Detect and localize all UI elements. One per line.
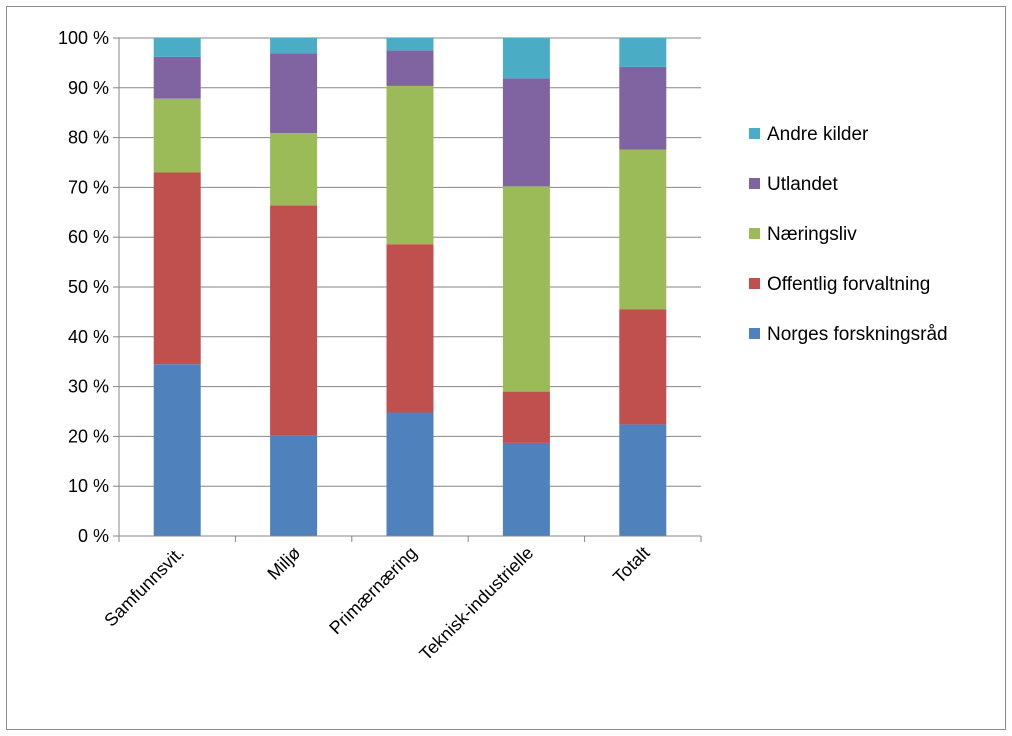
y-tick-label: 10 % [68,476,109,496]
x-tick-label: Samfunnsvit. [100,543,188,631]
legend-swatch [749,128,760,139]
bar-segment [270,38,318,54]
y-tick-label: 100 % [58,28,109,48]
legend-swatch [749,228,760,239]
x-tick-label: Miljø [263,543,304,584]
bar-segment [386,412,434,536]
legend-swatch [749,278,760,289]
legend-label: Norges forskningsråd [767,324,948,345]
bar-segment [386,38,434,51]
y-tick-label: 90 % [68,78,109,98]
bar-segment [153,172,201,365]
bar-segment [502,78,550,187]
y-tick-label: 70 % [68,177,109,197]
bar-segment [270,53,318,134]
bar-segment [153,56,201,99]
y-tick-label: 30 % [68,377,109,397]
x-tick-label: Primærnæring [325,543,420,638]
stacked-bar-chart: 0 % 10 % 20 % 30 % 40 % 50 % 60 % 70 % 80 % 90 % 1… [58,28,948,665]
bar-segment [386,244,434,413]
bar-segment [619,38,667,67]
x-tick-label: Totalt [609,543,654,588]
bar-segment [153,364,201,536]
bar-segment [619,309,667,425]
bar-segment [153,98,201,173]
bar-segment [270,133,318,206]
bar-segment [270,205,318,436]
bar-segment [502,186,550,392]
legend-label: Offentlig forvaltning [767,274,930,295]
legend-swatch [749,328,760,339]
axes [113,37,702,542]
bar-segment [502,442,550,536]
bar-segment [619,149,667,310]
y-tick-labels: 0 % 10 % 20 % 30 % 40 % 50 % 60 % 70 % 80 % 90 % 1… [58,28,109,546]
bar-segment [386,85,434,245]
bar-segment [502,38,550,79]
legend-label: Næringsliv [767,224,857,245]
y-tick-label: 40 % [68,327,109,347]
y-tick-label: 80 % [68,128,109,148]
legend-label: Utlandet [767,174,838,195]
bar-segment [153,38,201,57]
legend-label: Andre kilder [767,124,869,145]
x-tick-label: Teknisk-industrielle [416,543,538,665]
bar-segment [270,435,318,536]
y-tick-label: 50 % [68,277,109,297]
y-tick-label: 20 % [68,426,109,446]
chart-frame: 0 % 10 % 20 % 30 % 40 % 50 % 60 % 70 % 80 % 90 % 1… [6,6,1006,730]
bar-segment [619,66,667,150]
x-tick-labels: Samfunnsvit. Miljø PrimærnæringTeknisk-ind… [100,543,653,665]
y-tick-label: 60 % [68,227,109,247]
legend: Andre kilder Utlandet Næringsliv Offentlig … [749,124,948,345]
legend-swatch [749,178,760,189]
y-tick-label: 0 % [78,526,109,546]
bars [153,38,667,536]
bar-segment [619,424,667,536]
bar-segment [386,50,434,86]
bar-segment [502,391,550,443]
